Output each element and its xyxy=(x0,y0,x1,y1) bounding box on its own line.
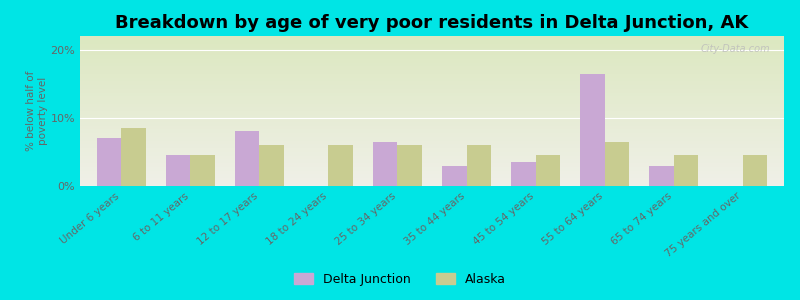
Bar xyxy=(122,128,146,186)
Bar xyxy=(535,155,560,186)
Bar xyxy=(605,142,629,186)
Bar xyxy=(674,155,698,186)
Bar xyxy=(511,162,535,186)
Bar xyxy=(742,155,766,186)
Title: Breakdown by age of very poor residents in Delta Junction, AK: Breakdown by age of very poor residents … xyxy=(115,14,749,32)
Bar xyxy=(466,145,490,186)
Bar xyxy=(98,138,122,186)
Legend: Delta Junction, Alaska: Delta Junction, Alaska xyxy=(290,268,510,291)
Bar xyxy=(374,142,398,186)
Bar xyxy=(650,166,674,186)
Bar xyxy=(398,145,422,186)
Bar xyxy=(442,166,466,186)
Text: City-Data.com: City-Data.com xyxy=(700,44,770,53)
Bar xyxy=(259,145,284,186)
Bar xyxy=(580,74,605,186)
Bar xyxy=(235,131,259,186)
Bar xyxy=(329,145,353,186)
Y-axis label: % below half of
poverty level: % below half of poverty level xyxy=(26,71,48,151)
Bar xyxy=(190,155,214,186)
Bar xyxy=(166,155,190,186)
